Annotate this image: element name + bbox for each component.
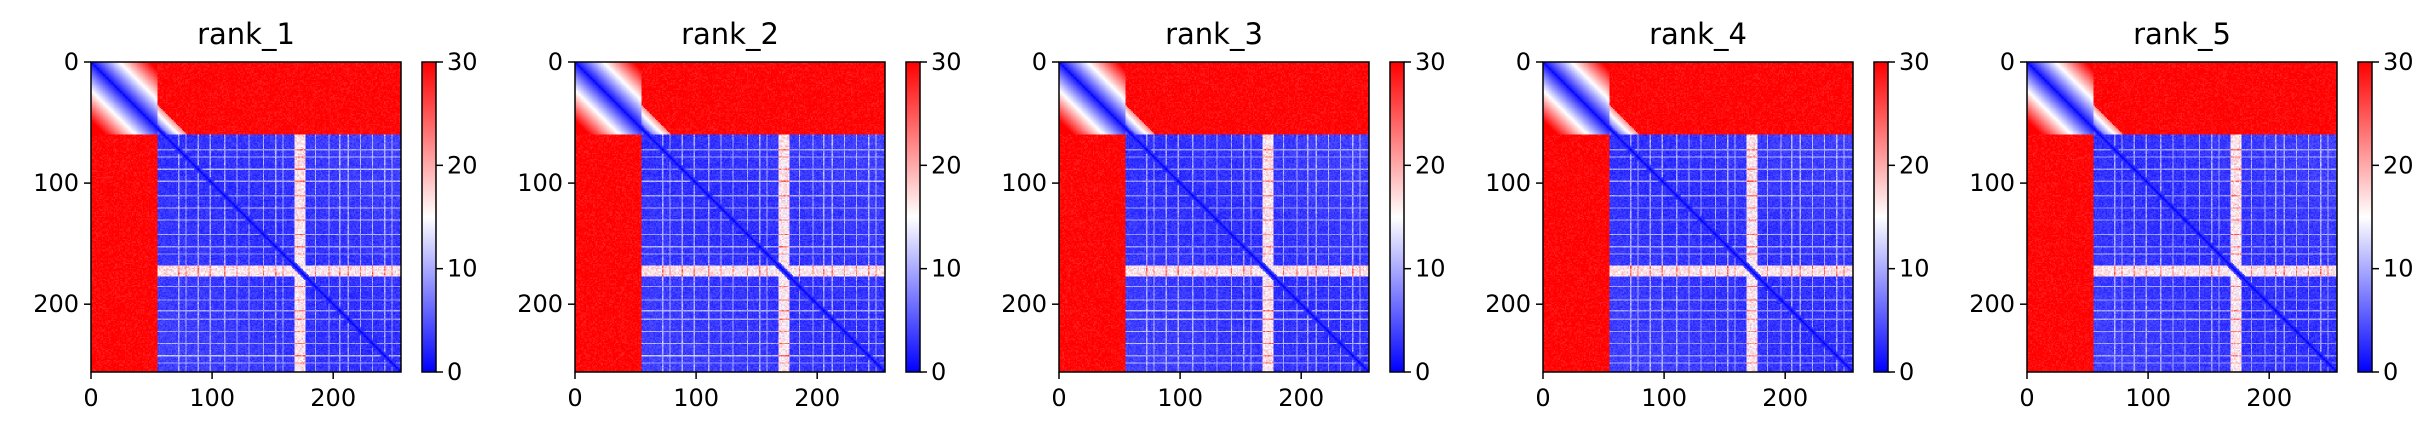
colorbar xyxy=(1873,61,1889,373)
x-tick-label: 100 xyxy=(673,384,719,412)
panel-2: rank_2 0 100 200 0 100 200 0 10 20 30 xyxy=(517,17,961,412)
colorbar-tick-label: 20 xyxy=(1899,151,1930,179)
panel-1: rank_1 0 100 200 0 100 200 0 10 20 30 xyxy=(33,17,477,412)
y-tick-label: 0 xyxy=(64,48,79,76)
y-tick-label: 100 xyxy=(1969,169,2015,197)
colorbar-tick-label: 30 xyxy=(931,48,962,76)
y-tick-label: 0 xyxy=(1032,48,1047,76)
x-tick-label: 100 xyxy=(1641,384,1687,412)
colorbar-tick-label: 10 xyxy=(1415,255,1446,283)
x-tick-label: 0 xyxy=(83,384,98,412)
y-tick-label: 200 xyxy=(1485,290,1531,318)
y-tick-label: 200 xyxy=(1969,290,2015,318)
colorbar-tick-label: 0 xyxy=(2383,358,2398,386)
axes-frame xyxy=(90,61,402,373)
colorbar-tick-label: 10 xyxy=(447,255,478,283)
axes-frame xyxy=(574,61,886,373)
x-tick-label: 100 xyxy=(1157,384,1203,412)
x-tick-label: 200 xyxy=(2246,384,2292,412)
colorbar-tick-label: 0 xyxy=(931,358,946,386)
x-tick-label: 200 xyxy=(1762,384,1808,412)
y-tick-label: 200 xyxy=(517,290,563,318)
panel-3: rank_3 0 100 200 0 100 200 0 10 20 30 xyxy=(1001,17,1445,412)
y-tick-label: 200 xyxy=(1001,290,1047,318)
y-tick-label: 100 xyxy=(1485,169,1531,197)
y-tick-label: 100 xyxy=(517,169,563,197)
heatmap-image xyxy=(1059,62,1369,372)
colorbar-tick-label: 0 xyxy=(1899,358,1914,386)
colorbar-tick-label: 30 xyxy=(447,48,478,76)
y-tick-label: 100 xyxy=(1001,169,1047,197)
colorbar xyxy=(2357,61,2373,373)
colorbar-tick-label: 10 xyxy=(931,255,962,283)
x-tick-label: 0 xyxy=(2019,384,2034,412)
panel-title: rank_3 xyxy=(1165,17,1263,51)
colorbar-tick-label: 20 xyxy=(2383,151,2414,179)
y-tick-label: 200 xyxy=(33,290,79,318)
panel-title: rank_1 xyxy=(197,17,295,51)
y-tick-label: 0 xyxy=(2000,48,2015,76)
colorbar-tick-label: 0 xyxy=(447,358,462,386)
colorbar-tick-label: 10 xyxy=(2383,255,2414,283)
x-tick-label: 100 xyxy=(189,384,235,412)
colorbar-tick-label: 30 xyxy=(2383,48,2414,76)
panel-title: rank_5 xyxy=(2133,17,2231,51)
panel-title: rank_4 xyxy=(1649,17,1747,51)
axes-frame xyxy=(2026,61,2338,373)
axes-frame xyxy=(1058,61,1370,373)
colorbar-tick-label: 30 xyxy=(1415,48,1446,76)
colorbar-tick-label: 10 xyxy=(1899,255,1930,283)
y-tick-label: 0 xyxy=(1516,48,1531,76)
heatmap-image xyxy=(575,62,885,372)
panel-title: rank_2 xyxy=(681,17,779,51)
colorbar-tick-label: 20 xyxy=(931,151,962,179)
heatmap-image xyxy=(1543,62,1853,372)
panel-4: rank_4 0 100 200 0 100 200 0 10 20 30 xyxy=(1485,17,1929,412)
colorbar xyxy=(905,61,921,373)
colorbar-tick-label: 20 xyxy=(1415,151,1446,179)
x-tick-label: 200 xyxy=(1278,384,1324,412)
x-tick-label: 0 xyxy=(567,384,582,412)
x-tick-label: 200 xyxy=(310,384,356,412)
x-tick-label: 100 xyxy=(2125,384,2171,412)
y-tick-label: 0 xyxy=(548,48,563,76)
axes-frame xyxy=(1542,61,1854,373)
colorbar xyxy=(421,61,437,373)
x-tick-label: 0 xyxy=(1535,384,1550,412)
colorbar-tick-label: 0 xyxy=(1415,358,1430,386)
colorbar-tick-label: 30 xyxy=(1899,48,1930,76)
x-tick-label: 0 xyxy=(1051,384,1066,412)
y-tick-label: 100 xyxy=(33,169,79,197)
colorbar xyxy=(1389,61,1405,373)
heatmap-image xyxy=(91,62,401,372)
colorbar-tick-label: 20 xyxy=(447,151,478,179)
x-tick-label: 200 xyxy=(794,384,840,412)
panel-5: rank_5 0 100 200 0 100 200 0 10 20 30 xyxy=(1969,17,2413,412)
heatmap-image xyxy=(2027,62,2337,372)
